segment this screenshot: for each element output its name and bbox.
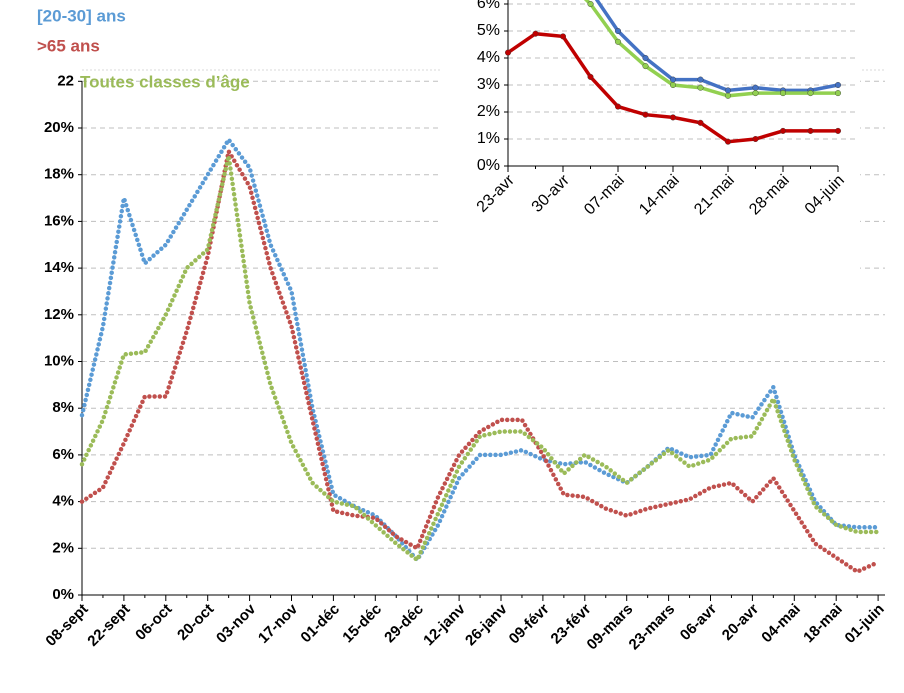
series-marker: [835, 81, 842, 88]
series-marker: [670, 114, 677, 121]
x-tick-label: 26-janv: [462, 600, 511, 649]
y-tick-label: 1%: [477, 130, 500, 147]
x-tick-label: 01-déc: [297, 601, 343, 647]
y-tick-label: 10%: [44, 352, 74, 369]
series-marker: [752, 135, 759, 142]
series-marker: [560, 33, 567, 40]
series-marker: [835, 90, 842, 97]
series-marker: [615, 28, 622, 35]
y-tick-label: 6%: [477, 0, 500, 12]
x-tick-label: 20-oct: [174, 601, 217, 644]
x-tick-label: 22-sept: [84, 601, 133, 650]
series-line: [79, 155, 881, 564]
x-tick-label: 23-mars: [626, 601, 679, 654]
series-layer: [79, 135, 881, 575]
series-marker: [835, 127, 842, 134]
series-marker: [587, 1, 594, 7]
series-marker: [697, 76, 704, 83]
y-tick-label: 20%: [44, 119, 74, 136]
legend-label: [20-30] ans: [37, 6, 126, 25]
y-tick-label: 5%: [477, 22, 500, 39]
series-marker: [697, 119, 704, 126]
series-marker: [780, 90, 787, 97]
y-tick-label: 0%: [52, 586, 74, 603]
series-layer: [505, 0, 842, 145]
series-marker: [670, 81, 677, 88]
y-tick-label: 12%: [44, 306, 74, 323]
y-tick-label: 8%: [52, 399, 74, 416]
x-tick-label: 08-sept: [42, 601, 91, 650]
legend-label: >65 ans: [37, 36, 100, 55]
x-tick-label: 29-déc: [381, 601, 427, 647]
series-line: [79, 135, 881, 564]
x-tick-label: 01-juin: [842, 601, 888, 647]
series-marker: [615, 38, 622, 45]
x-tick-label: 12-janv: [420, 600, 469, 649]
y-tick-label: 4%: [477, 49, 500, 66]
y-tick-label: 3%: [477, 76, 500, 93]
y-tick-label: 6%: [52, 446, 74, 463]
x-tick-label: 15-déc: [339, 601, 385, 647]
series-marker: [532, 30, 539, 37]
y-tick-label: 22: [57, 72, 74, 89]
series-marker: [642, 55, 649, 62]
series-marker: [505, 49, 512, 56]
series-marker: [725, 138, 732, 145]
y-tick-label: 18%: [44, 166, 74, 183]
series-marker: [807, 127, 814, 134]
legend-label: Toutes classes d’âge: [80, 72, 250, 91]
y-tick-label: 16%: [44, 212, 74, 229]
series-marker: [642, 111, 649, 118]
x-tick-label: 03-nov: [213, 600, 260, 647]
x-tick-label: 09-févr: [506, 601, 553, 648]
series-marker: [697, 84, 704, 91]
series-marker: [752, 84, 759, 91]
series-marker: [615, 103, 622, 110]
x-tick-label: 18-mai: [800, 601, 846, 647]
y-tick-label: 14%: [44, 259, 74, 276]
series-marker: [587, 73, 594, 80]
series-marker: [780, 127, 787, 134]
x-tick-label: 06-avr: [677, 601, 720, 644]
y-tick-label: 2%: [52, 539, 74, 556]
x-tick-label: 20-avr: [719, 601, 762, 644]
y-tick-label: 4%: [52, 493, 74, 510]
x-tick-label: 17-nov: [255, 600, 302, 647]
y-tick-label: 0%: [477, 157, 500, 174]
series-marker: [725, 92, 732, 99]
series-marker: [752, 90, 759, 97]
series-marker: [725, 87, 732, 94]
x-tick-label: 06-oct: [132, 601, 175, 644]
inset-background: [440, 0, 860, 290]
series-marker: [807, 90, 814, 97]
series-marker: [642, 63, 649, 70]
y-tick-label: 2%: [477, 103, 500, 120]
x-tick-label: 04-mai: [758, 601, 804, 647]
